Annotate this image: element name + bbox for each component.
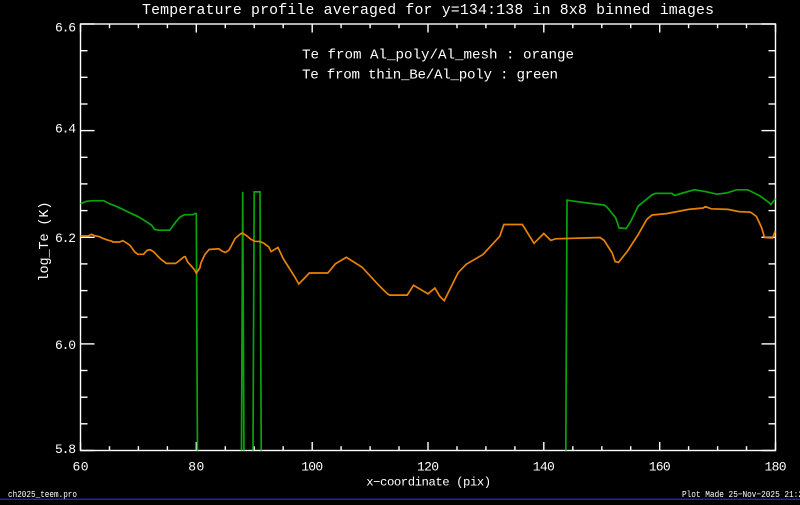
svg-text:Te from thin_Be/Al_poly : gree: Te from thin_Be/Al_poly : green: [302, 68, 558, 84]
svg-text:Plot Made 25−Nov−2025 21:2: Plot Made 25−Nov−2025 21:2: [682, 489, 800, 500]
svg-text:6.4: 6.4: [55, 122, 76, 137]
svg-text:Temperature profile averaged f: Temperature profile averaged for y=134:1…: [142, 3, 714, 19]
svg-text:60: 60: [73, 460, 89, 475]
svg-text:180: 180: [765, 460, 787, 475]
svg-text:x−coordinate (pix): x−coordinate (pix): [366, 476, 491, 490]
svg-text:6.6: 6.6: [55, 21, 76, 36]
svg-text:6.0: 6.0: [55, 338, 76, 353]
svg-text:5.8: 5.8: [55, 442, 76, 457]
svg-text:6.2: 6.2: [55, 231, 76, 246]
svg-text:ch2025_teem.pro: ch2025_teem.pro: [8, 489, 77, 500]
svg-text:Te from Al_poly/Al_mesh : oran: Te from Al_poly/Al_mesh : orange: [302, 48, 574, 64]
svg-text:100: 100: [301, 460, 323, 475]
svg-text:160: 160: [649, 460, 671, 475]
svg-text:80: 80: [188, 460, 204, 475]
svg-text:log_Te (K): log_Te (K): [38, 202, 53, 282]
svg-text:120: 120: [417, 460, 439, 475]
svg-text:140: 140: [533, 460, 555, 475]
